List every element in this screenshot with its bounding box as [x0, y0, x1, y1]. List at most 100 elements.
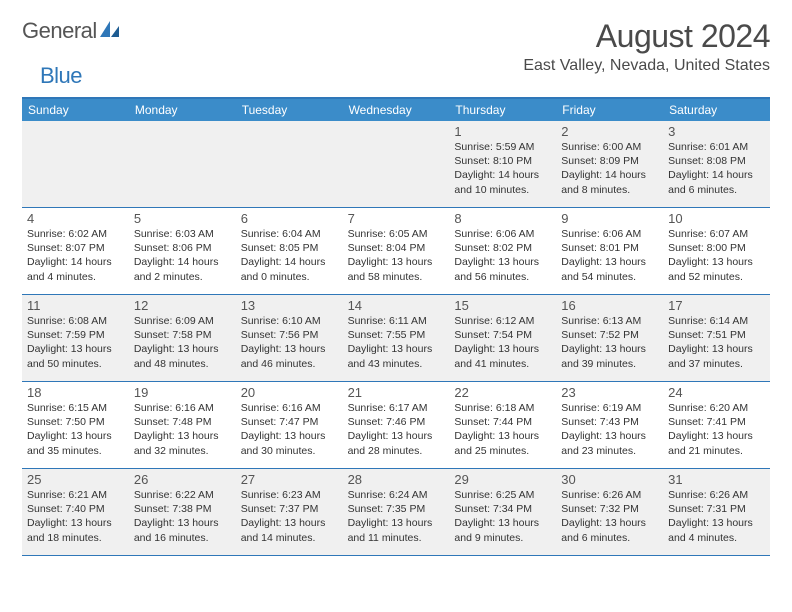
- weekday-wednesday: Wednesday: [343, 99, 450, 121]
- week-row: 18Sunrise: 6:15 AMSunset: 7:50 PMDayligh…: [22, 382, 770, 469]
- day-info: Sunrise: 6:01 AMSunset: 8:08 PMDaylight:…: [668, 140, 765, 197]
- day-number: 23: [561, 385, 658, 400]
- day-info: Sunrise: 6:19 AMSunset: 7:43 PMDaylight:…: [561, 401, 658, 458]
- day-number: 7: [348, 211, 445, 226]
- day-cell: 14Sunrise: 6:11 AMSunset: 7:55 PMDayligh…: [343, 295, 450, 381]
- day-info: Sunrise: 6:21 AMSunset: 7:40 PMDaylight:…: [27, 488, 124, 545]
- day-number: 3: [668, 124, 765, 139]
- day-cell: 6Sunrise: 6:04 AMSunset: 8:05 PMDaylight…: [236, 208, 343, 294]
- day-number: 25: [27, 472, 124, 487]
- day-cell: 30Sunrise: 6:26 AMSunset: 7:32 PMDayligh…: [556, 469, 663, 555]
- day-info: Sunrise: 6:14 AMSunset: 7:51 PMDaylight:…: [668, 314, 765, 371]
- day-info: Sunrise: 6:23 AMSunset: 7:37 PMDaylight:…: [241, 488, 338, 545]
- day-info: Sunrise: 6:06 AMSunset: 8:02 PMDaylight:…: [454, 227, 551, 284]
- weekday-monday: Monday: [129, 99, 236, 121]
- day-number: 10: [668, 211, 765, 226]
- day-info: Sunrise: 6:06 AMSunset: 8:01 PMDaylight:…: [561, 227, 658, 284]
- weekday-tuesday: Tuesday: [236, 99, 343, 121]
- day-number: 17: [668, 298, 765, 313]
- day-number: 30: [561, 472, 658, 487]
- day-number: 18: [27, 385, 124, 400]
- day-cell: 17Sunrise: 6:14 AMSunset: 7:51 PMDayligh…: [663, 295, 770, 381]
- day-cell: 23Sunrise: 6:19 AMSunset: 7:43 PMDayligh…: [556, 382, 663, 468]
- day-info: Sunrise: 6:22 AMSunset: 7:38 PMDaylight:…: [134, 488, 231, 545]
- week-row: 1Sunrise: 5:59 AMSunset: 8:10 PMDaylight…: [22, 121, 770, 208]
- day-number: 6: [241, 211, 338, 226]
- day-cell: 13Sunrise: 6:10 AMSunset: 7:56 PMDayligh…: [236, 295, 343, 381]
- week-row: 11Sunrise: 6:08 AMSunset: 7:59 PMDayligh…: [22, 295, 770, 382]
- month-title: August 2024: [523, 18, 770, 55]
- day-info: Sunrise: 6:15 AMSunset: 7:50 PMDaylight:…: [27, 401, 124, 458]
- day-number: 28: [348, 472, 445, 487]
- day-cell: 11Sunrise: 6:08 AMSunset: 7:59 PMDayligh…: [22, 295, 129, 381]
- day-number: 21: [348, 385, 445, 400]
- day-number: 1: [454, 124, 551, 139]
- day-info: Sunrise: 6:24 AMSunset: 7:35 PMDaylight:…: [348, 488, 445, 545]
- day-cell: 4Sunrise: 6:02 AMSunset: 8:07 PMDaylight…: [22, 208, 129, 294]
- day-info: Sunrise: 6:03 AMSunset: 8:06 PMDaylight:…: [134, 227, 231, 284]
- day-info: Sunrise: 6:09 AMSunset: 7:58 PMDaylight:…: [134, 314, 231, 371]
- day-cell: 22Sunrise: 6:18 AMSunset: 7:44 PMDayligh…: [449, 382, 556, 468]
- day-cell: 15Sunrise: 6:12 AMSunset: 7:54 PMDayligh…: [449, 295, 556, 381]
- brand-part2: Blue: [40, 63, 82, 89]
- day-number: 29: [454, 472, 551, 487]
- week-row: 4Sunrise: 6:02 AMSunset: 8:07 PMDaylight…: [22, 208, 770, 295]
- day-cell: 20Sunrise: 6:16 AMSunset: 7:47 PMDayligh…: [236, 382, 343, 468]
- sail-icon: [99, 20, 121, 43]
- day-number: 20: [241, 385, 338, 400]
- day-number: 2: [561, 124, 658, 139]
- day-info: Sunrise: 6:02 AMSunset: 8:07 PMDaylight:…: [27, 227, 124, 284]
- title-block: August 2024 East Valley, Nevada, United …: [523, 18, 770, 75]
- brand-part1: General: [22, 18, 97, 44]
- day-info: Sunrise: 6:05 AMSunset: 8:04 PMDaylight:…: [348, 227, 445, 284]
- day-number: 24: [668, 385, 765, 400]
- day-number: 5: [134, 211, 231, 226]
- day-number: 4: [27, 211, 124, 226]
- day-number: 26: [134, 472, 231, 487]
- day-number: 19: [134, 385, 231, 400]
- weekday-thursday: Thursday: [449, 99, 556, 121]
- day-cell: 26Sunrise: 6:22 AMSunset: 7:38 PMDayligh…: [129, 469, 236, 555]
- day-info: Sunrise: 6:08 AMSunset: 7:59 PMDaylight:…: [27, 314, 124, 371]
- weekday-sunday: Sunday: [22, 99, 129, 121]
- day-info: Sunrise: 5:59 AMSunset: 8:10 PMDaylight:…: [454, 140, 551, 197]
- weekday-friday: Friday: [556, 99, 663, 121]
- day-number: 27: [241, 472, 338, 487]
- day-info: Sunrise: 6:11 AMSunset: 7:55 PMDaylight:…: [348, 314, 445, 371]
- weekday-header: SundayMondayTuesdayWednesdayThursdayFrid…: [22, 99, 770, 121]
- weekday-saturday: Saturday: [663, 99, 770, 121]
- day-number: 16: [561, 298, 658, 313]
- location: East Valley, Nevada, United States: [523, 57, 770, 75]
- day-number: 12: [134, 298, 231, 313]
- day-number: 13: [241, 298, 338, 313]
- day-info: Sunrise: 6:18 AMSunset: 7:44 PMDaylight:…: [454, 401, 551, 458]
- day-info: Sunrise: 6:13 AMSunset: 7:52 PMDaylight:…: [561, 314, 658, 371]
- day-info: Sunrise: 6:20 AMSunset: 7:41 PMDaylight:…: [668, 401, 765, 458]
- day-info: Sunrise: 6:17 AMSunset: 7:46 PMDaylight:…: [348, 401, 445, 458]
- day-info: Sunrise: 6:16 AMSunset: 7:47 PMDaylight:…: [241, 401, 338, 458]
- day-cell: 21Sunrise: 6:17 AMSunset: 7:46 PMDayligh…: [343, 382, 450, 468]
- day-cell: 1Sunrise: 5:59 AMSunset: 8:10 PMDaylight…: [449, 121, 556, 207]
- day-number: 11: [27, 298, 124, 313]
- day-info: Sunrise: 6:26 AMSunset: 7:32 PMDaylight:…: [561, 488, 658, 545]
- day-info: Sunrise: 6:16 AMSunset: 7:48 PMDaylight:…: [134, 401, 231, 458]
- day-cell: 29Sunrise: 6:25 AMSunset: 7:34 PMDayligh…: [449, 469, 556, 555]
- day-cell: 5Sunrise: 6:03 AMSunset: 8:06 PMDaylight…: [129, 208, 236, 294]
- day-info: Sunrise: 6:25 AMSunset: 7:34 PMDaylight:…: [454, 488, 551, 545]
- day-cell: 9Sunrise: 6:06 AMSunset: 8:01 PMDaylight…: [556, 208, 663, 294]
- day-number: 14: [348, 298, 445, 313]
- week-row: 25Sunrise: 6:21 AMSunset: 7:40 PMDayligh…: [22, 469, 770, 556]
- day-cell: 24Sunrise: 6:20 AMSunset: 7:41 PMDayligh…: [663, 382, 770, 468]
- day-cell: 25Sunrise: 6:21 AMSunset: 7:40 PMDayligh…: [22, 469, 129, 555]
- day-cell: 18Sunrise: 6:15 AMSunset: 7:50 PMDayligh…: [22, 382, 129, 468]
- day-info: Sunrise: 6:12 AMSunset: 7:54 PMDaylight:…: [454, 314, 551, 371]
- day-cell: 2Sunrise: 6:00 AMSunset: 8:09 PMDaylight…: [556, 121, 663, 207]
- day-number: 15: [454, 298, 551, 313]
- day-number: 9: [561, 211, 658, 226]
- day-cell: 27Sunrise: 6:23 AMSunset: 7:37 PMDayligh…: [236, 469, 343, 555]
- day-cell: 8Sunrise: 6:06 AMSunset: 8:02 PMDaylight…: [449, 208, 556, 294]
- day-cell: 10Sunrise: 6:07 AMSunset: 8:00 PMDayligh…: [663, 208, 770, 294]
- day-cell: [343, 121, 450, 207]
- day-number: 8: [454, 211, 551, 226]
- day-number: 31: [668, 472, 765, 487]
